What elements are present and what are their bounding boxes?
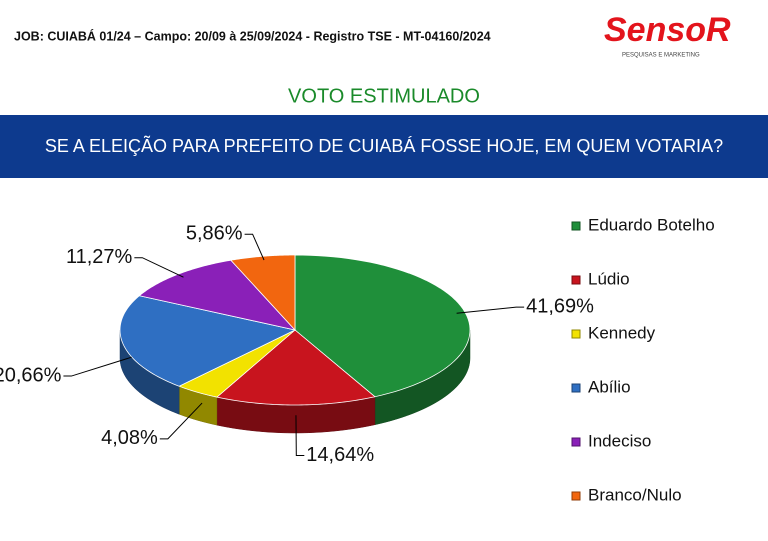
leader-line	[159, 402, 203, 440]
legend-marker	[571, 275, 581, 285]
leader-line	[456, 306, 525, 314]
legend-label: Eduardo Botelho	[588, 215, 715, 234]
legend: Eduardo Botelho Lúdio Kennedy Abílio Indecis…	[571, 215, 715, 504]
legend-marker	[571, 383, 581, 393]
data-label: 4,08%	[101, 427, 158, 449]
legend-marker	[571, 221, 581, 231]
leader-line	[244, 233, 265, 261]
data-label: 14,64%	[306, 444, 374, 466]
pie-chart: 41,69% 14,64% 4,08% 20,66% 11,27% 5,86%	[0, 222, 594, 465]
data-label: 11,27%	[66, 246, 133, 268]
leader-line	[295, 415, 305, 456]
job-info: JOB: CUIABÁ 01/24 – Campo: 20/09 à 25/09…	[14, 28, 491, 43]
legend-marker	[571, 329, 581, 339]
logo-tagline: PESQUISAS E MARKETING	[622, 53, 700, 59]
leader-line	[134, 257, 184, 278]
legend-label: Lúdio	[588, 269, 630, 288]
legend-label: Branco/Nulo	[588, 485, 682, 504]
legend-marker	[571, 437, 581, 447]
logo: SensoR	[604, 11, 731, 49]
legend-marker	[571, 491, 581, 501]
pie-slice	[178, 329, 296, 398]
pie-slice	[119, 295, 297, 387]
data-label: 5,86%	[186, 222, 243, 244]
data-label: 20,66%	[0, 364, 62, 386]
legend-label: Kennedy	[588, 323, 656, 342]
section-title: VOTO ESTIMULADO	[288, 85, 480, 107]
leader-line	[63, 356, 132, 377]
pie-slice	[216, 329, 376, 406]
legend-label: Abílio	[588, 377, 631, 396]
question-banner	[0, 115, 768, 178]
legend-label: Indeciso	[588, 431, 651, 450]
data-label: 41,69%	[526, 295, 594, 317]
question: SE A ELEIÇÃO PARA PREFEITO DE CUIABÁ FOS…	[45, 135, 723, 156]
